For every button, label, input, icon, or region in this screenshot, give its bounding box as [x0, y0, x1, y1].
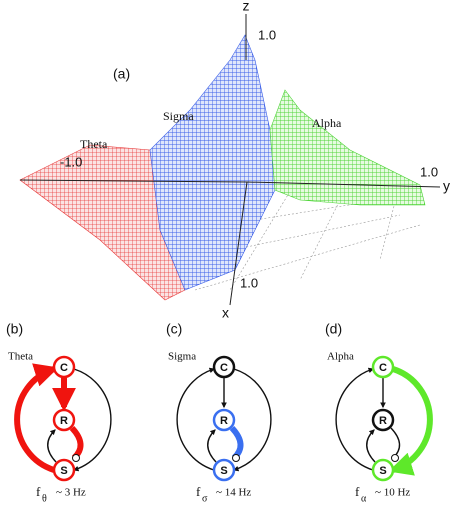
tick-label: 1.0 [420, 164, 438, 179]
inhibitory-end [232, 454, 240, 462]
freq-value: ~ 3 Hz [56, 487, 86, 499]
panel-label: (c) [166, 321, 182, 337]
node [371, 408, 395, 432]
node-label: S [60, 465, 67, 477]
tick-label: -1.0 [60, 154, 82, 169]
freq-subscript: σ [202, 493, 208, 504]
edge [388, 366, 433, 476]
panel-label: (b) [6, 321, 23, 337]
floor-grid [129, 174, 421, 291]
inhibitory-end [391, 454, 399, 462]
node [371, 458, 395, 482]
node [371, 355, 395, 379]
panel-name: Alpha [327, 351, 354, 363]
axis-label: z [243, 0, 250, 14]
panel-label: (d) [325, 321, 342, 337]
node [52, 458, 76, 482]
edge [229, 425, 244, 461]
edge [390, 427, 401, 459]
node [212, 355, 236, 379]
node-label: C [379, 362, 387, 374]
edge [72, 368, 112, 472]
freq-subscript: α [361, 493, 367, 504]
edge [69, 425, 84, 461]
edge [207, 429, 217, 463]
axis-label: y [443, 178, 450, 194]
node-label: C [220, 362, 228, 374]
edge [366, 429, 376, 463]
node-label: R [379, 415, 387, 427]
node [212, 458, 236, 482]
surface-sigma [149, 34, 276, 291]
surface-alpha [269, 89, 426, 206]
inhibitory-end [72, 454, 80, 462]
node-label: C [60, 362, 68, 374]
freq-value: ~ 14 Hz [216, 487, 251, 499]
tick-label: 1.0 [240, 275, 258, 290]
axes [19, 14, 441, 306]
node [212, 408, 236, 432]
region-label: Sigma [163, 109, 194, 123]
edge [335, 367, 375, 471]
panel-name: Sigma [168, 351, 196, 363]
region-label: Theta [80, 137, 108, 151]
edge [14, 363, 59, 473]
edge [47, 429, 57, 463]
panel-label: (a) [113, 66, 130, 82]
axis-label: x [222, 305, 229, 321]
freq-symbol: f [196, 484, 201, 499]
tick-label: 1.0 [258, 27, 276, 42]
edge [232, 368, 272, 472]
node [52, 408, 76, 432]
freq-symbol: f [355, 484, 360, 499]
node [52, 355, 76, 379]
node-label: R [60, 415, 68, 427]
node-label: R [220, 415, 228, 427]
freq-subscript: θ [42, 493, 47, 504]
freq-value: ~ 10 Hz [375, 487, 410, 499]
node-label: S [379, 465, 386, 477]
freq-symbol: f [36, 484, 41, 499]
edge [176, 367, 216, 471]
node-label: S [220, 465, 227, 477]
panel-name: Theta [8, 351, 33, 363]
region-label: Alpha [312, 116, 342, 130]
